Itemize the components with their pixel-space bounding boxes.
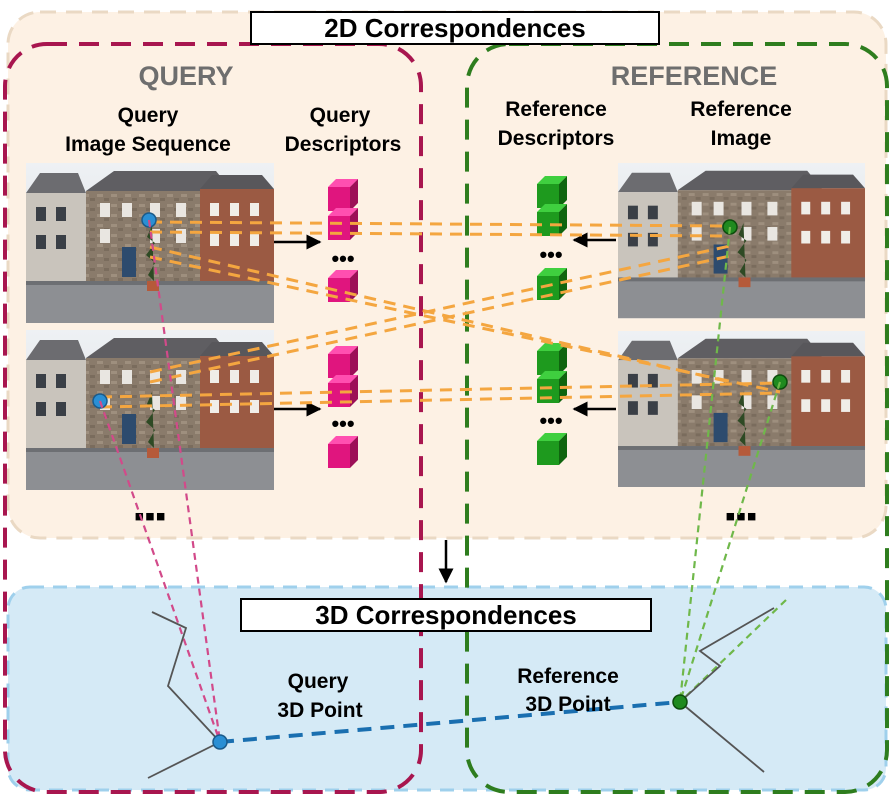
query-descriptor-ellipsis-2: ••• — [331, 411, 354, 436]
query-header: QUERY — [138, 61, 233, 91]
query-sequence-label-line1: Query — [118, 104, 179, 127]
query-3d-point-label-line1: Query — [288, 670, 349, 693]
reference-descriptor-ellipsis-2: ••• — [539, 408, 562, 433]
query-more-images-marker: ▪▪▪ — [134, 500, 166, 533]
top-title: 2D Correspondences — [324, 13, 586, 43]
reference-3d-point-label-line1: Reference — [517, 665, 619, 688]
reference-3d-point-label-line2: 3D Point — [525, 693, 610, 716]
query-camera-lines — [147, 611, 221, 779]
query-3d-point-label-line2: 3D Point — [277, 699, 362, 722]
reference-more-images-marker: ▪▪▪ — [725, 500, 757, 533]
query-image-1 — [26, 163, 274, 323]
query-descriptors-label-line2: Descriptors — [285, 133, 402, 156]
query-projection-rays — [98, 219, 222, 743]
bottom-title: 3D Correspondences — [315, 600, 577, 630]
query-3d-point — [212, 734, 228, 750]
correspondence-lines — [99, 220, 781, 409]
reference-descriptors-label-line2: Descriptors — [498, 127, 615, 150]
reference-descriptor-ellipsis-1: ••• — [539, 242, 562, 267]
reference-image-1 — [618, 163, 866, 319]
reference-header: REFERENCE — [611, 61, 778, 91]
3d-correspondence-link — [219, 700, 681, 744]
reference-image-label-line1: Reference — [690, 98, 792, 121]
reference-3d-point — [672, 694, 688, 710]
bottom-title-box — [240, 598, 652, 632]
query-descriptor-ellipsis-1: ••• — [331, 246, 354, 271]
query-descriptors-label-line1: Query — [310, 104, 371, 127]
top-title-box — [250, 11, 660, 45]
reference-descriptors-label-line1: Reference — [505, 98, 607, 121]
reference-group-outline — [465, 42, 889, 794]
reference-image-2 — [618, 331, 866, 487]
reference-image-label-line2: Image — [711, 127, 772, 150]
reference-camera-lines — [679, 607, 775, 773]
query-group-outline — [3, 42, 423, 794]
query-sequence-label-line2: Image Sequence — [65, 133, 231, 156]
